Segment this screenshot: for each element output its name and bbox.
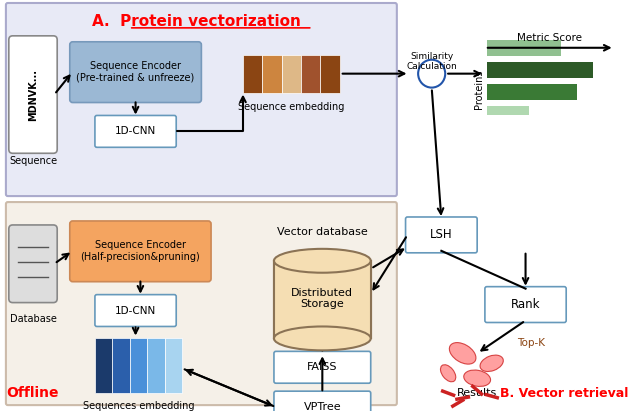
- Text: B. Vector retrieval: B. Vector retrieval: [500, 387, 628, 400]
- Ellipse shape: [464, 370, 491, 387]
- FancyBboxPatch shape: [70, 221, 211, 282]
- Text: Database: Database: [10, 313, 56, 323]
- Text: Distributed
Storage: Distributed Storage: [291, 288, 353, 309]
- Text: Sequences embedding: Sequences embedding: [83, 401, 194, 411]
- Bar: [321, 55, 340, 93]
- Bar: [130, 338, 147, 393]
- Bar: [147, 338, 164, 393]
- FancyBboxPatch shape: [485, 287, 566, 323]
- Ellipse shape: [274, 326, 371, 350]
- Text: Sequence Encoder
(Pre-trained & unfreeze): Sequence Encoder (Pre-trained & unfreeze…: [76, 61, 195, 83]
- Text: Metric Score: Metric Score: [517, 33, 582, 43]
- Text: MDNVK...: MDNVK...: [28, 69, 38, 121]
- Text: 1D-CNN: 1D-CNN: [115, 126, 156, 136]
- Ellipse shape: [449, 342, 476, 364]
- Text: Offline: Offline: [6, 386, 58, 400]
- Bar: [262, 55, 282, 93]
- Text: Proteins: Proteins: [474, 70, 484, 109]
- Bar: [282, 55, 301, 93]
- Text: LSH: LSH: [430, 228, 452, 242]
- Text: Top-K: Top-K: [517, 338, 545, 349]
- FancyBboxPatch shape: [95, 116, 176, 147]
- Ellipse shape: [440, 365, 456, 382]
- Text: VPTree: VPTree: [303, 402, 341, 412]
- Bar: [301, 55, 321, 93]
- Text: Similarity
Calculation: Similarity Calculation: [406, 52, 457, 71]
- Ellipse shape: [274, 249, 371, 273]
- FancyBboxPatch shape: [9, 36, 57, 153]
- Bar: [164, 338, 182, 393]
- Text: Sequence: Sequence: [9, 156, 57, 166]
- Text: Sequence Encoder
(Half-precision&pruning): Sequence Encoder (Half-precision&pruning…: [81, 240, 200, 261]
- Bar: [95, 338, 113, 393]
- Text: 1D-CNN: 1D-CNN: [115, 306, 156, 316]
- FancyBboxPatch shape: [274, 391, 371, 413]
- Ellipse shape: [418, 60, 445, 88]
- Bar: [274, 261, 371, 338]
- Bar: [243, 55, 262, 93]
- FancyBboxPatch shape: [6, 202, 397, 405]
- Text: Vector database: Vector database: [277, 227, 368, 237]
- Bar: [487, 62, 593, 78]
- Bar: [113, 338, 130, 393]
- Text: Results: Results: [457, 388, 497, 398]
- Text: Sequence embedding: Sequence embedding: [238, 102, 344, 112]
- Bar: [487, 40, 561, 56]
- FancyBboxPatch shape: [9, 225, 57, 303]
- Bar: [487, 105, 529, 116]
- Text: Rank: Rank: [511, 298, 540, 311]
- FancyBboxPatch shape: [274, 351, 371, 383]
- Bar: [274, 261, 371, 338]
- Ellipse shape: [480, 355, 503, 372]
- FancyBboxPatch shape: [406, 217, 477, 253]
- FancyBboxPatch shape: [70, 42, 202, 102]
- Text: FAISS: FAISS: [307, 362, 337, 372]
- FancyBboxPatch shape: [95, 294, 176, 326]
- Bar: [487, 83, 577, 100]
- FancyBboxPatch shape: [6, 3, 397, 196]
- Text: A.  Protein vectorization: A. Protein vectorization: [92, 14, 301, 29]
